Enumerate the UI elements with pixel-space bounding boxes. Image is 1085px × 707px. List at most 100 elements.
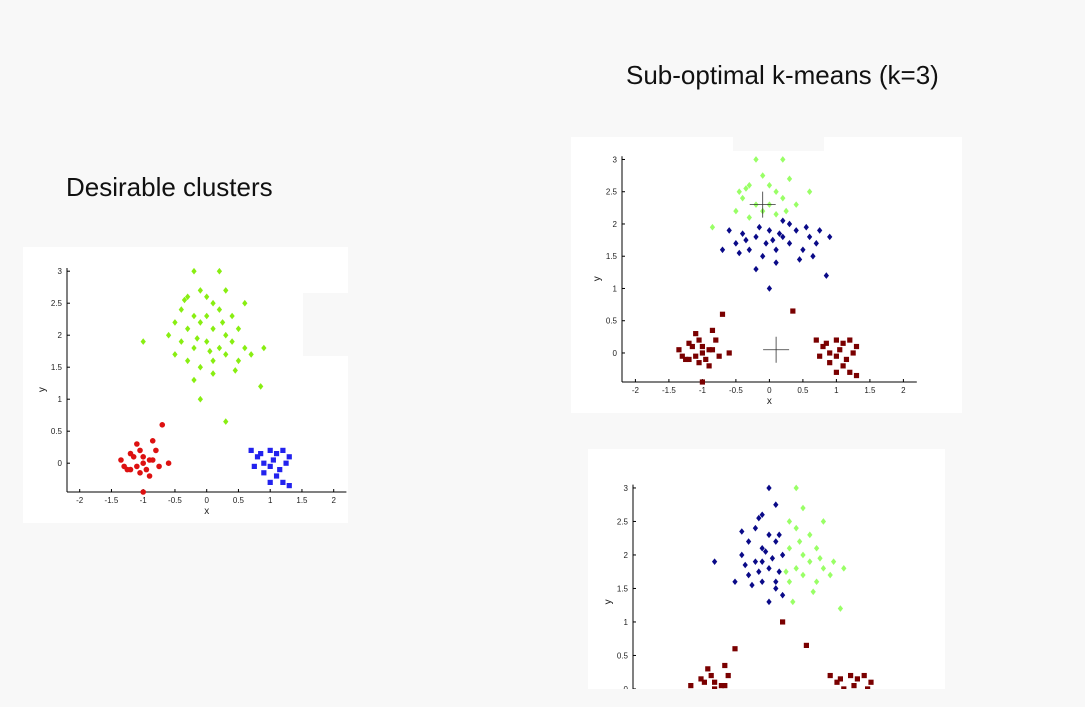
data-point — [699, 379, 705, 385]
data-point — [172, 351, 178, 358]
series-cluster-1 — [711, 484, 786, 606]
data-point — [709, 347, 716, 353]
data-point — [739, 528, 745, 535]
panel-notch — [733, 137, 824, 151]
data-point — [178, 338, 184, 345]
data-point — [686, 340, 692, 346]
data-point — [746, 181, 752, 189]
data-point — [711, 558, 718, 565]
data-point — [817, 555, 823, 562]
y-tick-label: 0.5 — [606, 317, 618, 326]
data-point — [134, 441, 140, 447]
data-point — [223, 331, 229, 339]
data-point — [766, 598, 772, 606]
data-point — [701, 679, 707, 685]
data-point — [827, 350, 833, 356]
data-point — [223, 351, 229, 358]
x-tick-label: 0.5 — [797, 386, 809, 395]
data-point — [783, 568, 789, 575]
data-point — [146, 473, 153, 479]
y-tick-label: 1.5 — [606, 252, 618, 261]
title-suboptimal-kmeans: Sub-optimal k-means (k=3) — [626, 60, 939, 90]
data-point — [706, 347, 712, 353]
y-axis-label: y — [603, 599, 614, 604]
data-point — [140, 489, 146, 495]
data-point — [793, 524, 799, 532]
data-point — [137, 447, 143, 454]
data-point — [267, 447, 273, 453]
data-point — [267, 479, 273, 485]
data-point — [756, 514, 762, 522]
series-cluster-3 — [248, 447, 292, 489]
data-point — [118, 457, 124, 463]
data-point — [841, 565, 847, 572]
y-tick-label: 0 — [58, 459, 63, 468]
data-point — [752, 524, 759, 532]
data-point — [861, 672, 867, 679]
y-axis-label: y — [592, 276, 603, 281]
data-point — [840, 363, 846, 369]
data-point — [840, 340, 846, 346]
data-point — [719, 246, 726, 254]
data-point — [773, 259, 779, 266]
data-point — [780, 156, 786, 163]
data-point — [258, 383, 264, 390]
data-point — [823, 340, 829, 346]
data-point — [820, 565, 827, 572]
data-point — [793, 201, 799, 208]
data-point — [229, 338, 235, 345]
chart-desirable-clusters: -2 -1.5 -1 -0.5 0 0.5 1 1.5 2 0 0.5 1 1.5 2 2.5 3 x y — [23, 247, 348, 523]
data-point — [185, 325, 191, 333]
scatter-plot-suboptimal-2: 0 0.5 1 1.5 2 2.5 3 y — [603, 484, 874, 689]
data-point — [258, 451, 264, 457]
data-point — [698, 676, 704, 682]
data-point — [827, 233, 833, 241]
data-point — [149, 438, 156, 444]
y-tick-label: 2 — [613, 220, 618, 229]
data-point — [248, 447, 254, 453]
data-point — [251, 463, 257, 469]
data-point — [786, 220, 793, 228]
data-point — [769, 555, 776, 562]
y-tick-label: 2.5 — [617, 517, 629, 526]
data-point — [248, 351, 254, 358]
y-tick-label: 3 — [58, 267, 63, 276]
data-point — [854, 676, 860, 682]
data-point — [790, 598, 796, 606]
scatter-plot-suboptimal-1: -2 -1.5 -1 -0.5 0 0.5 1 1.5 2 0 0.5 1 1.5 2 2.5 3 x y — [592, 155, 917, 407]
data-point — [210, 299, 216, 307]
data-point — [709, 223, 716, 231]
data-point — [725, 672, 731, 679]
data-point — [833, 337, 839, 343]
data-point — [766, 285, 773, 292]
data-point — [780, 619, 786, 625]
data-point — [210, 357, 216, 365]
data-point — [261, 470, 267, 476]
data-point — [216, 306, 223, 313]
data-point — [848, 672, 854, 679]
data-point — [847, 337, 853, 343]
data-point — [753, 265, 759, 273]
y-tick-label: 2 — [624, 551, 629, 560]
data-point — [843, 356, 850, 363]
data-point — [216, 344, 223, 352]
centroid-marker — [763, 336, 790, 363]
data-point — [143, 466, 150, 473]
x-axis-label: x — [204, 506, 209, 517]
x-tick-label: -1.5 — [105, 496, 119, 505]
scatter-plot-desirable: -2 -1.5 -1 -0.5 0 0.5 1 1.5 2 0 0.5 1 1.5 2 2.5 3 x y — [37, 267, 347, 517]
data-point — [719, 311, 726, 317]
y-tick-label: 1 — [624, 618, 629, 627]
data-point — [273, 473, 280, 479]
data-point — [833, 353, 839, 359]
y-tick-label: 1.5 — [51, 363, 63, 372]
data-point — [813, 337, 819, 343]
data-point — [699, 350, 705, 356]
data-point — [733, 207, 739, 215]
data-point — [739, 230, 746, 237]
data-point — [830, 558, 837, 565]
data-point — [810, 252, 816, 260]
data-point — [766, 531, 772, 539]
data-point — [273, 451, 280, 457]
data-point — [688, 683, 694, 689]
